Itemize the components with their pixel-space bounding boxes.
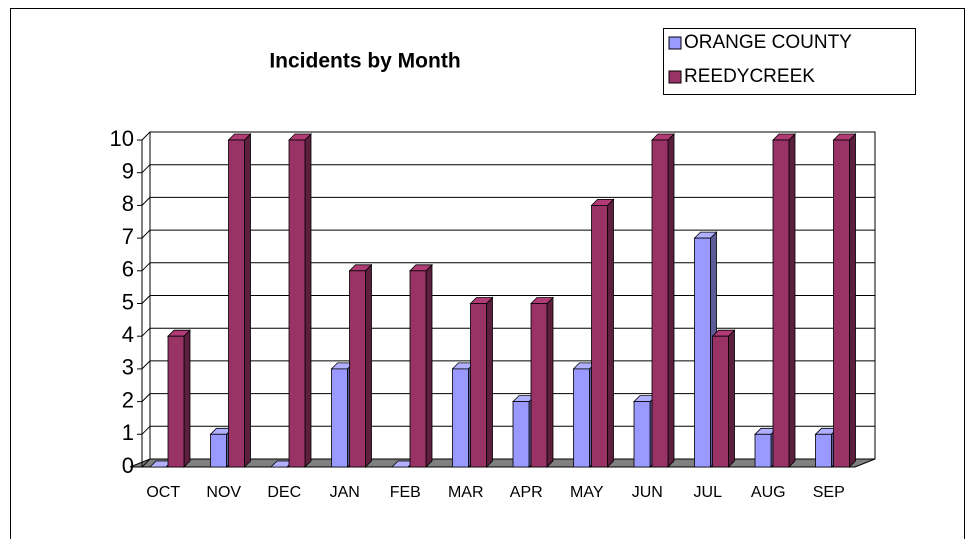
bar bbox=[530, 303, 548, 468]
y-tick-label: 1 bbox=[122, 420, 134, 445]
bar bbox=[452, 368, 469, 468]
y-tick-label: 4 bbox=[122, 322, 134, 347]
y-tick-label: 6 bbox=[122, 257, 134, 282]
bar-side bbox=[849, 133, 856, 468]
bar-side bbox=[183, 329, 191, 468]
y-tick-label: 9 bbox=[122, 159, 134, 184]
x-tick-label: AUG bbox=[751, 484, 786, 501]
x-tick-label: JAN bbox=[330, 484, 360, 501]
legend-label: REEDYCREEK bbox=[684, 66, 815, 87]
x-tick-label: NOV bbox=[206, 484, 241, 501]
bar bbox=[331, 368, 348, 468]
grid-line-side bbox=[141, 295, 151, 304]
bar-side bbox=[667, 133, 675, 468]
grid-line-side bbox=[141, 360, 151, 370]
bar bbox=[833, 139, 850, 468]
bar bbox=[651, 139, 669, 468]
bar-side bbox=[486, 296, 493, 468]
x-tick-label: OCT bbox=[146, 484, 180, 501]
bar bbox=[712, 335, 729, 468]
bar bbox=[694, 237, 711, 468]
x-tick-label: FEB bbox=[390, 484, 421, 501]
legend-swatch bbox=[668, 70, 682, 84]
bar-side bbox=[365, 263, 372, 468]
x-tick-label: MAR bbox=[448, 484, 484, 501]
bar bbox=[470, 303, 487, 468]
bar-side bbox=[244, 133, 251, 468]
grid-line-side bbox=[141, 131, 151, 141]
x-tick-label: JUN bbox=[632, 484, 663, 501]
bar bbox=[228, 139, 245, 468]
bar bbox=[573, 368, 590, 468]
legend-label: ORANGE COUNTY bbox=[684, 32, 852, 53]
y-tick-label: 3 bbox=[122, 355, 134, 380]
grid-line-side bbox=[141, 164, 151, 174]
grid-line-side bbox=[141, 229, 151, 239]
bar-side bbox=[425, 263, 433, 468]
bar bbox=[815, 433, 832, 468]
bar bbox=[772, 139, 790, 468]
bar bbox=[633, 401, 651, 468]
bar bbox=[167, 335, 185, 468]
grid-line-side bbox=[141, 197, 151, 206]
x-tick-label: SEP bbox=[813, 484, 845, 501]
bar-side bbox=[607, 198, 614, 468]
chart-title: Incidents by Month bbox=[269, 50, 460, 73]
x-tick-label: DEC bbox=[267, 484, 301, 501]
bar bbox=[591, 204, 608, 468]
x-tick-label: APR bbox=[510, 484, 543, 501]
x-tick-label: JUL bbox=[694, 484, 723, 501]
y-tick-label: 8 bbox=[122, 191, 134, 216]
y-tick-label: 0 bbox=[122, 453, 134, 478]
legend-box bbox=[663, 28, 916, 95]
bar bbox=[349, 270, 366, 468]
bar-side bbox=[304, 133, 312, 468]
grid-line-side bbox=[141, 458, 151, 468]
bar-side bbox=[546, 296, 554, 468]
grid-line-side bbox=[141, 393, 151, 402]
grid-line-side bbox=[141, 262, 151, 272]
bar bbox=[409, 270, 427, 468]
bar bbox=[512, 401, 530, 468]
y-tick-label: 2 bbox=[122, 387, 134, 412]
legend-swatch bbox=[668, 36, 682, 50]
bar bbox=[288, 139, 306, 468]
grid-line-side bbox=[141, 425, 151, 435]
bar bbox=[754, 433, 772, 468]
y-tick-label: 5 bbox=[122, 289, 134, 314]
bar-side bbox=[728, 329, 735, 468]
bar bbox=[210, 433, 227, 468]
y-tick-label: 7 bbox=[122, 224, 134, 249]
grid-line-side bbox=[141, 327, 151, 337]
y-tick-label: 10 bbox=[110, 126, 134, 151]
x-tick-label: MAY bbox=[570, 484, 604, 501]
bar-side bbox=[788, 133, 796, 468]
